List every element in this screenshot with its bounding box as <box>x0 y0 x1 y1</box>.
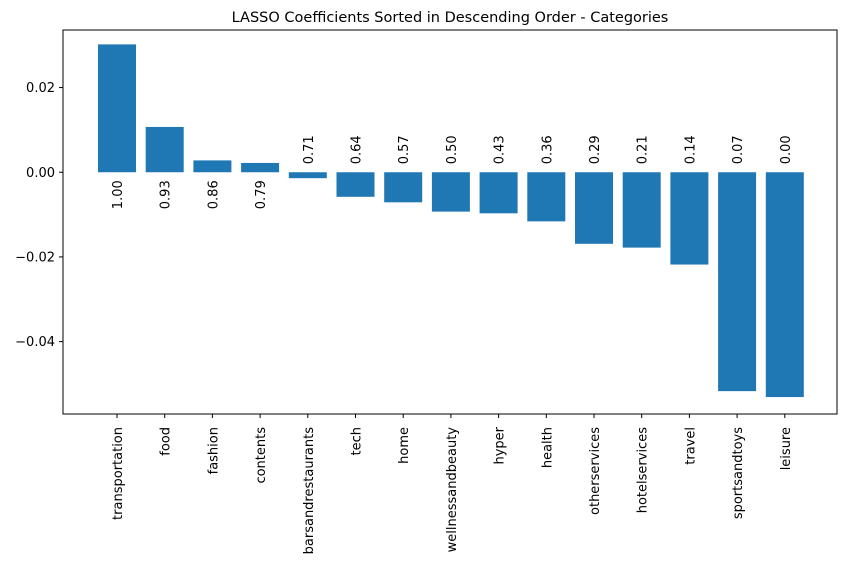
x-tick-label: contents <box>254 427 269 484</box>
data-label: 0.71 <box>302 135 317 164</box>
y-tick-label: 0.00 <box>26 166 55 181</box>
y-tick-label: 0.02 <box>26 81 55 96</box>
x-tick-label: tech <box>350 427 365 455</box>
bar-barsandrestaurants <box>288 172 327 179</box>
bar-wellnessandbeauty <box>431 172 470 212</box>
bar-contents <box>241 162 280 173</box>
bar-leisure <box>765 172 804 398</box>
x-tick-label: food <box>159 427 174 456</box>
data-label: 0.79 <box>254 180 269 209</box>
data-label: 0.43 <box>493 135 508 164</box>
x-tick-label: transportation <box>111 427 126 520</box>
x-tick-label: leisure <box>779 427 794 470</box>
bar-transportation <box>98 44 136 173</box>
data-label: 0.21 <box>636 135 651 164</box>
y-tick-label: −0.02 <box>15 250 55 265</box>
x-tick-label: barsandrestaurants <box>302 427 317 555</box>
data-label: 0.93 <box>159 180 174 209</box>
x-tick-label: travel <box>683 427 698 465</box>
bar-hyper <box>479 172 518 214</box>
data-label: 0.36 <box>540 135 555 164</box>
data-label: 0.29 <box>588 135 603 164</box>
data-label: 0.57 <box>397 135 412 164</box>
x-tick-label: sportsandtoys <box>731 427 746 519</box>
bar-otherservices <box>575 172 613 244</box>
x-tick-label: hotelservices <box>636 427 651 513</box>
bar-tech <box>336 172 375 197</box>
bar-hotelservices <box>622 172 661 248</box>
chart-title: LASSO Coefficients Sorted in Descending … <box>232 10 669 26</box>
bar-food <box>145 126 184 173</box>
plot-frame <box>62 29 838 415</box>
x-tick-label: health <box>540 427 555 468</box>
data-label: 0.86 <box>206 180 221 209</box>
data-label: 0.64 <box>350 135 365 164</box>
data-label: 0.50 <box>445 135 460 164</box>
bar-health <box>527 172 566 222</box>
x-tick-label: wellnessandbeauty <box>445 427 460 553</box>
x-tick-label: otherservices <box>588 427 603 515</box>
bar-home <box>384 172 423 203</box>
data-label: 1.00 <box>111 180 126 209</box>
bar-fashion <box>193 160 232 173</box>
x-tick-label: hyper <box>493 426 508 464</box>
data-label: 0.07 <box>731 135 746 164</box>
x-tick-label: home <box>397 427 412 464</box>
bar-sportsandtoys <box>718 172 757 392</box>
data-label: 0.00 <box>779 135 794 164</box>
bar-travel <box>670 172 709 265</box>
x-tick-label: fashion <box>206 427 221 474</box>
data-label: 0.14 <box>683 135 698 164</box>
y-tick-label: −0.04 <box>15 335 55 350</box>
